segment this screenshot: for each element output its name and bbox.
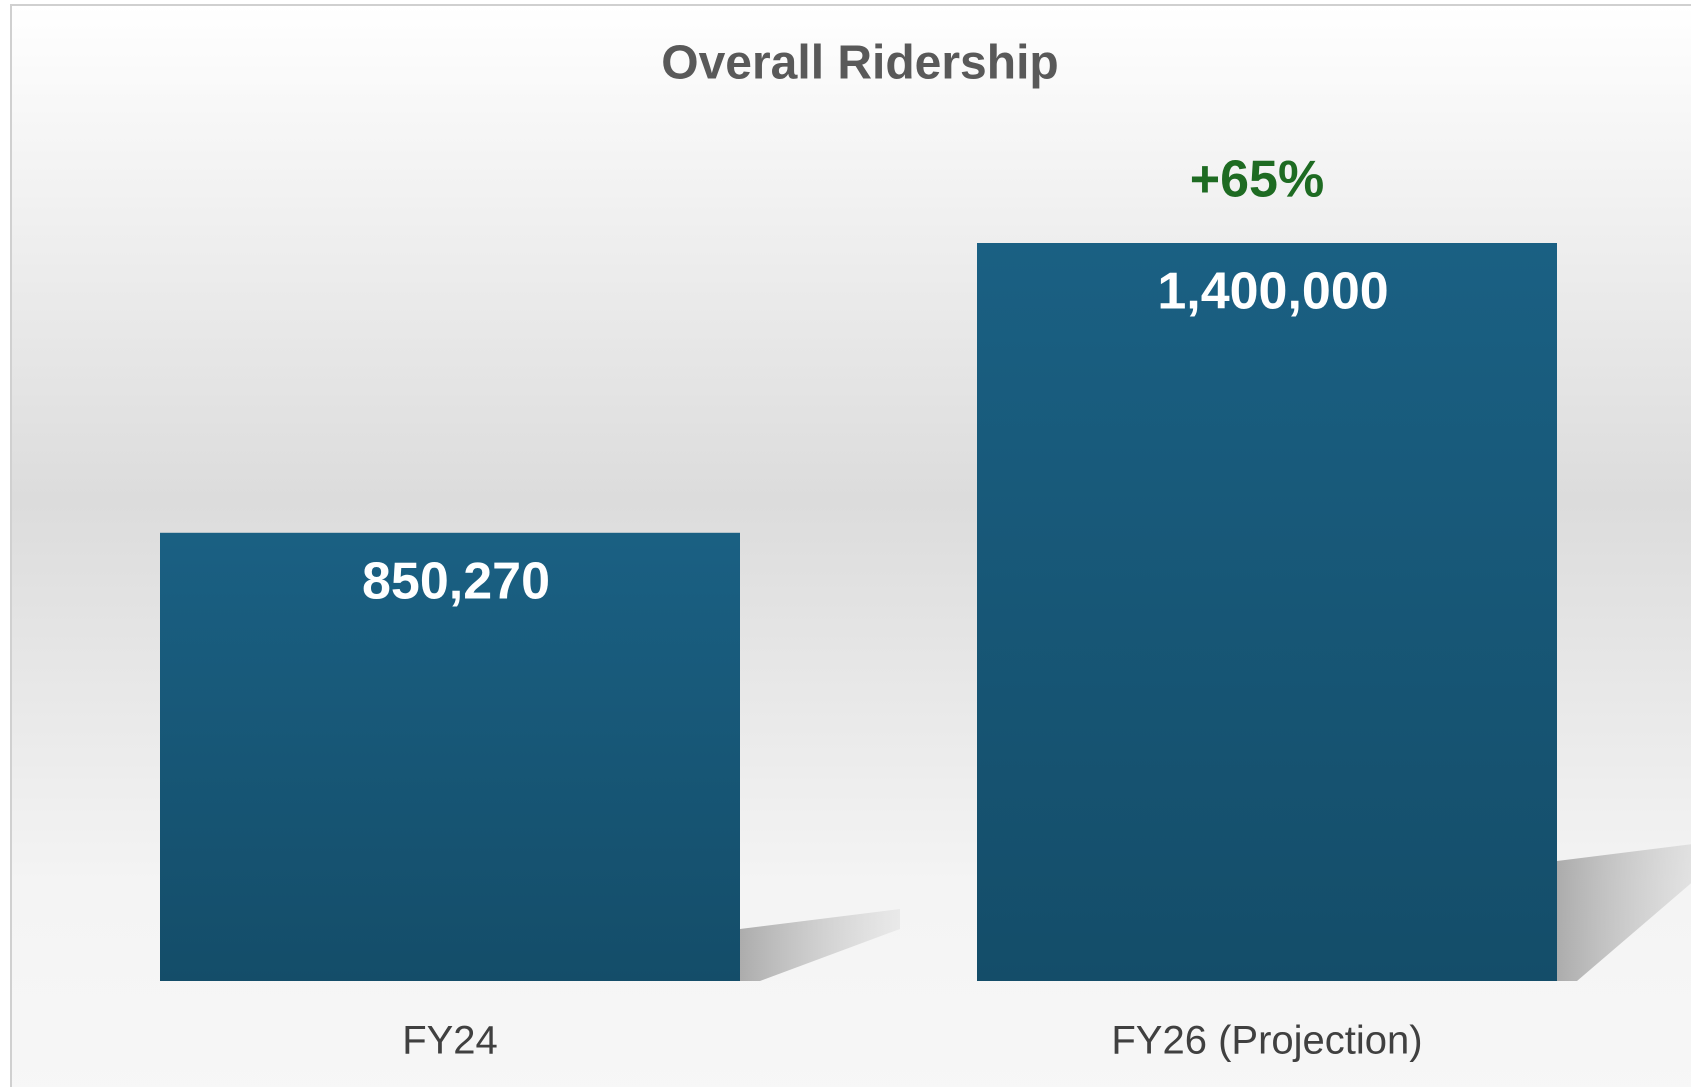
bar [160,532,740,981]
bar-shadow [740,908,900,981]
value-label: 1,400,000 [1157,263,1388,321]
x-tick-label: FY24 [402,1019,498,1063]
shadows [740,844,1691,981]
value-label: 850,270 [362,553,550,611]
bar-shadow [1557,844,1691,981]
x-tick-label: FY26 (Projection) [1111,1019,1422,1063]
bar [977,243,1557,981]
chart-title: Overall Ridership [661,37,1058,90]
annotation: +65% [1190,151,1324,209]
